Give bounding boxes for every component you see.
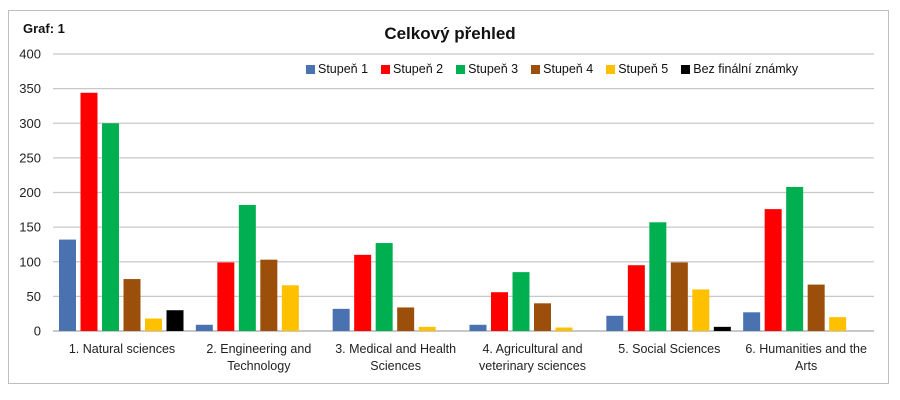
bar-1-4 (469, 324, 487, 331)
chart-legend: Stupeň 1 Stupeň 2 Stupeň 3 Stupeň 4 Stupeň 5… (306, 62, 811, 76)
y-tick-label: 150 (19, 220, 41, 235)
bar-5-5 (692, 289, 710, 331)
bar-3-6 (786, 186, 804, 331)
bar-4-2 (260, 259, 278, 331)
bar-1-2 (195, 324, 213, 331)
bar-2-4 (491, 292, 508, 331)
bar-5-1 (145, 318, 162, 331)
x-category-label: 4. Agricultural and veterinary sciences (479, 342, 586, 373)
bar-2-2 (217, 262, 235, 331)
bar-6-1 (166, 310, 184, 331)
legend-label: Stupeň 3 (468, 62, 519, 76)
legend-label: Stupeň 1 (318, 62, 369, 76)
y-tick-label: 300 (19, 116, 41, 131)
bar-3-4 (512, 272, 530, 331)
y-tick-label: 50 (27, 289, 41, 304)
legend-swatch (381, 64, 391, 74)
y-tick-label: 200 (19, 185, 41, 200)
bar-4-1 (123, 279, 141, 331)
bar-4-4 (534, 303, 551, 331)
legend-item: Stupeň 5 (606, 62, 668, 76)
legend-label: Stupeň 5 (618, 62, 669, 76)
bar-6-5 (713, 326, 731, 331)
bar-4-6 (807, 284, 825, 331)
bar-3-1 (102, 123, 119, 331)
bar-3-2 (238, 204, 256, 331)
bar-5-3 (418, 326, 436, 331)
bar-1-1 (59, 239, 76, 331)
y-tick-label: 400 (19, 47, 41, 62)
legend-label: Bez finální známky (693, 62, 799, 76)
legend-item: Stupeň 4 (531, 62, 593, 76)
y-tick-label: 250 (19, 150, 41, 165)
bar-3-3 (375, 243, 393, 331)
bar-4-3 (397, 307, 415, 331)
bar-1-5 (606, 315, 624, 331)
bar-5-4 (555, 327, 573, 331)
chart-title: Celkový přehled (384, 24, 516, 43)
legend-swatch (531, 64, 541, 74)
legend-swatch (456, 64, 466, 74)
legend-item: Bez finální známky (681, 62, 798, 76)
legend-swatch (306, 64, 315, 74)
x-category-label: 3. Medical and Health Sciences (335, 342, 457, 373)
bar-2-5 (627, 265, 645, 331)
legend-item: Stupeň 3 (456, 62, 518, 76)
legend-item: Stupeň 1 (306, 62, 368, 76)
bar-2-3 (354, 254, 372, 331)
y-tick-label: 350 (19, 81, 41, 96)
legend-label: Stupeň 4 (543, 62, 594, 76)
bar-3-5 (649, 222, 667, 331)
legend-item: Stupeň 2 (381, 62, 443, 76)
legend-swatch (606, 64, 616, 74)
bar-4-5 (670, 262, 688, 331)
x-category-label: 6. Humanities and the Arts (745, 342, 867, 373)
x-category-label: 5. Social Sciences (618, 342, 721, 356)
bar-5-2 (281, 285, 299, 331)
bar-2-6 (764, 209, 782, 331)
bar-1-6 (743, 312, 761, 331)
legend-label: Stupeň 2 (393, 62, 444, 76)
bar-1-3 (332, 308, 350, 331)
x-category-label: 2. Engineering and Technology (206, 342, 312, 373)
bar-2-1 (80, 92, 98, 331)
bar-5-6 (829, 317, 847, 331)
legend-swatch (681, 64, 691, 74)
y-tick-label: 0 (34, 324, 41, 339)
graph-number-label: Graf: 1 (23, 21, 65, 36)
x-category-label: 1. Natural sciences (68, 342, 176, 356)
y-tick-label: 100 (19, 254, 41, 269)
